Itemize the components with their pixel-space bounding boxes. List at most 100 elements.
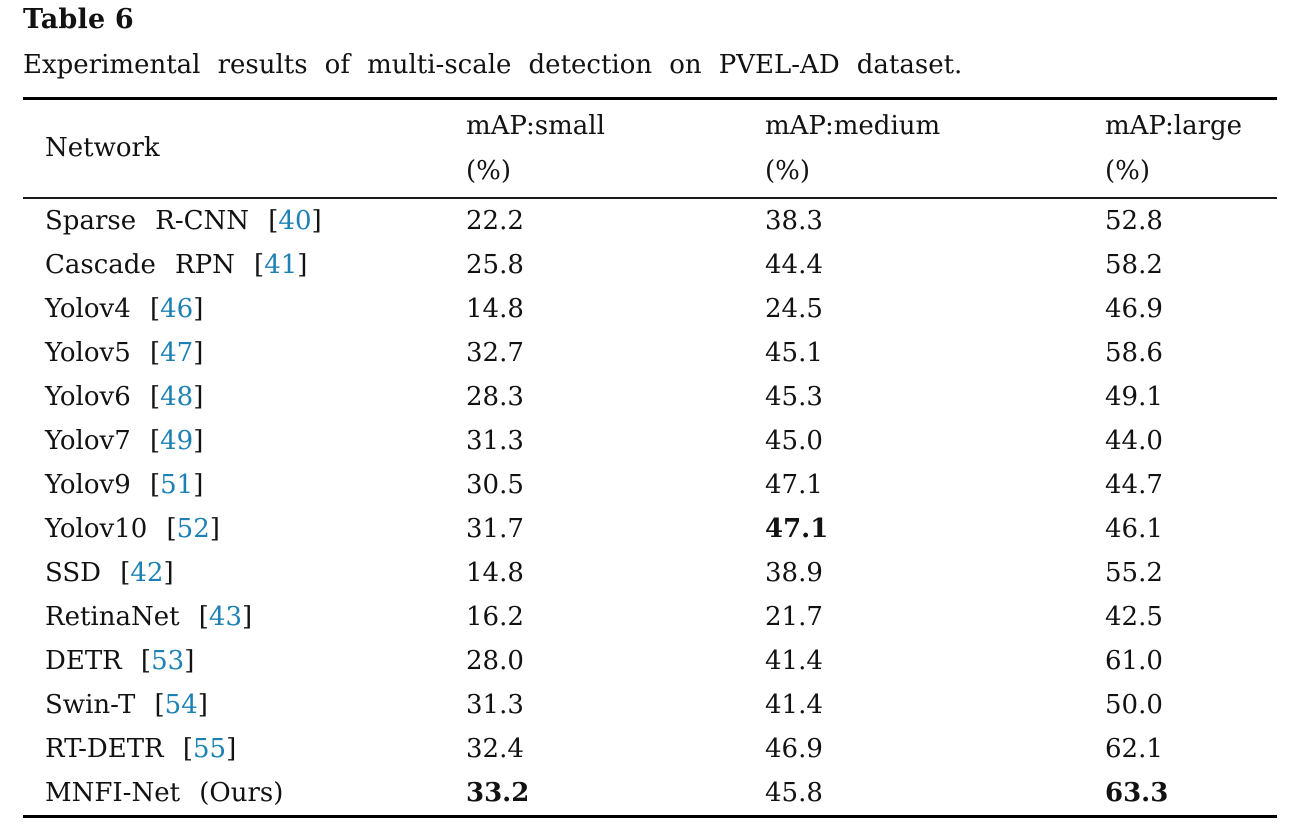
map-large-value: 63.3 [1105, 771, 1277, 818]
network-name: RT-DETR [45, 734, 164, 764]
citation-link[interactable]: 48 [160, 382, 194, 412]
citation-bracket-close: ] [197, 690, 208, 720]
citation-bracket-close: ] [163, 558, 174, 588]
network-name: Swin-T [45, 690, 136, 720]
map-large-value: 44.7 [1105, 470, 1163, 500]
map-small-value: 22.2 [466, 206, 524, 236]
column-header-line2: (%) [1105, 155, 1150, 186]
map-large-value: 62.1 [1105, 734, 1163, 764]
map-large-value: 58.2 [1105, 250, 1163, 280]
network-cell: Yolov4 [46] [23, 287, 466, 331]
table-row: Yolov6 [48] 28.3 45.3 49.1 [23, 375, 1277, 419]
column-header-line1: mAP:small [466, 110, 605, 141]
network-cell: DETR [53] [23, 639, 466, 683]
citation-link[interactable]: 53 [151, 646, 185, 676]
map-medium-value: 45.3 [765, 382, 823, 412]
citation-link[interactable]: 47 [160, 338, 194, 368]
network-cell: SSD [42] [23, 551, 466, 595]
network-cell: RT-DETR [55] [23, 727, 466, 771]
map-large-value: 52.8 [1105, 206, 1163, 236]
map-medium-value: 45.0 [765, 426, 823, 456]
citation-bracket-open: [ [121, 646, 152, 676]
citation-link[interactable]: 43 [208, 602, 242, 632]
map-large-value: 50.0 [1105, 690, 1163, 720]
map-large-value: 55.2 [1105, 558, 1163, 588]
table-row: DETR [53] 28.0 41.4 61.0 [23, 639, 1277, 683]
network-name: DETR [45, 646, 122, 676]
citation-bracket-close: ] [193, 470, 204, 500]
table-row: Yolov9 [51] 30.5 47.1 44.7 [23, 463, 1277, 507]
map-large-value: 58.6 [1105, 338, 1163, 368]
network-name: MNFI-Net (Ours) [45, 778, 284, 808]
network-name: Yolov6 [45, 382, 131, 412]
column-header-line2: (%) [466, 155, 511, 186]
citation-bracket-open: [ [249, 206, 279, 236]
citation-bracket-close: ] [193, 426, 204, 456]
citation-link[interactable]: 49 [160, 426, 194, 456]
map-small-value: 14.8 [466, 294, 524, 324]
citation-bracket-close: ] [184, 646, 195, 676]
citation-link[interactable]: 55 [192, 734, 227, 764]
network-cell: Sparse R-CNN [40] [23, 198, 466, 243]
citation-bracket-open: [ [101, 558, 131, 588]
citation-bracket-close: ] [209, 514, 220, 544]
results-table: Network mAP:small (%) mAP:medium (%) mAP… [23, 97, 1277, 818]
map-small-value: 31.7 [466, 514, 524, 544]
table-row: RetinaNet [43] 16.2 21.7 42.5 [23, 595, 1277, 639]
citation-bracket-open: [ [130, 382, 161, 412]
citation-link[interactable]: 42 [130, 558, 164, 588]
citation-bracket-open: [ [130, 426, 161, 456]
map-small-value: 31.3 [466, 426, 524, 456]
column-header-map-small: mAP:small (%) [466, 97, 765, 199]
table-row: Sparse R-CNN [40] 22.2 38.3 52.8 [23, 198, 1277, 243]
table-row: Yolov7 [49] 31.3 45.0 44.0 [23, 419, 1277, 463]
citation-link[interactable]: 46 [160, 294, 194, 324]
table-row: Yolov4 [46] 14.8 24.5 46.9 [23, 287, 1277, 331]
network-name: Yolov5 [45, 338, 131, 368]
network-cell: Yolov5 [47] [23, 331, 466, 375]
map-large-value: 42.5 [1105, 602, 1163, 632]
citation-bracket-close: ] [226, 734, 237, 764]
citation-bracket-open: [ [130, 470, 161, 500]
map-medium-value: 46.9 [765, 734, 823, 764]
table-row: RT-DETR [55] 32.4 46.9 62.1 [23, 727, 1277, 771]
map-large-value: 61.0 [1105, 646, 1163, 676]
network-cell: Yolov6 [48] [23, 375, 466, 419]
citation-bracket-open: [ [179, 602, 209, 632]
map-medium-value: 38.9 [765, 558, 823, 588]
map-medium-value: 47.1 [765, 514, 829, 544]
column-header-line2: (%) [765, 155, 810, 186]
map-small-value: 32.4 [466, 734, 524, 764]
map-small-value: 28.3 [466, 382, 524, 412]
citation-bracket-close: ] [193, 382, 204, 412]
citation-link[interactable]: 40 [278, 206, 312, 236]
citation-bracket-open: [ [234, 250, 265, 280]
map-medium-value: 47.1 [765, 470, 823, 500]
table-caption: Experimental results of multi-scale dete… [23, 50, 963, 80]
citation-bracket-open: [ [163, 734, 193, 764]
map-medium-value: 24.5 [765, 294, 823, 324]
map-large-value: 49.1 [1105, 382, 1163, 412]
table-row: Yolov5 [47] 32.7 45.1 58.6 [23, 331, 1277, 375]
citation-link[interactable]: 51 [160, 470, 194, 500]
map-medium-value: 45.1 [765, 338, 823, 368]
map-large-value: 46.1 [1105, 514, 1163, 544]
map-small-value: 14.8 [466, 558, 524, 588]
citation-bracket-close: ] [311, 206, 322, 236]
network-name: Yolov9 [45, 470, 131, 500]
network-name: Yolov7 [45, 426, 131, 456]
column-header-line1: mAP:large [1105, 110, 1243, 141]
table-label: Table 6 [23, 4, 134, 35]
citation-link[interactable]: 41 [264, 250, 298, 280]
citation-bracket-open: [ [130, 338, 161, 368]
table-row: Yolov10 [52] 31.7 47.1 46.1 [23, 507, 1277, 551]
citation-link[interactable]: 52 [176, 514, 210, 544]
citation-bracket-open: [ [135, 690, 165, 720]
network-name: Yolov10 [45, 514, 148, 544]
table-row: SSD [42] 14.8 38.9 55.2 [23, 551, 1277, 595]
citation-link[interactable]: 54 [164, 690, 198, 720]
network-cell: Yolov10 [52] [23, 507, 466, 551]
column-header-line1: mAP:medium [765, 110, 941, 141]
citation-bracket-close: ] [193, 294, 204, 324]
